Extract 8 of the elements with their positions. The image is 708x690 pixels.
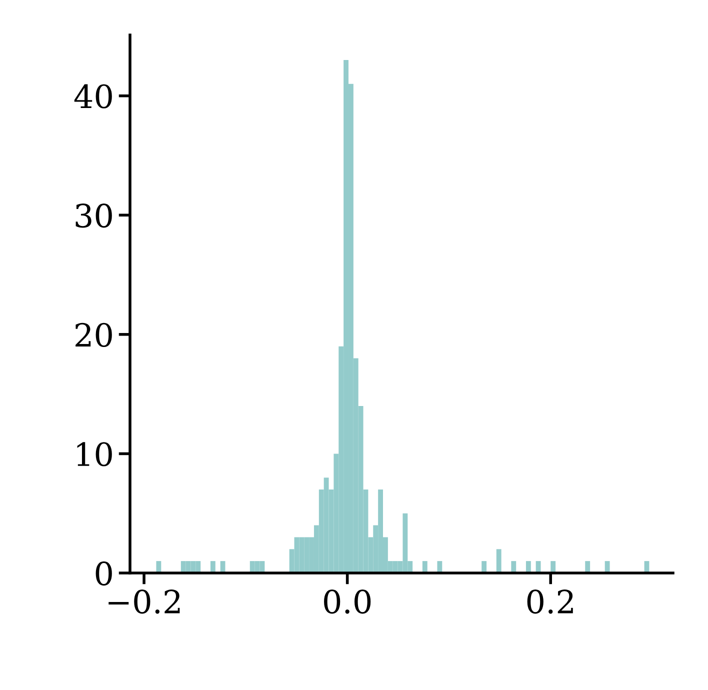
y-tick-label: 20 [76,322,112,348]
y-tick-label: 0 [96,561,112,586]
y-tick-label: 40 [74,84,112,108]
y-tick-label: 30 [76,204,112,228]
x-tick-label: −0.2 [108,590,180,614]
y-tick-label: 10 [77,442,112,466]
x-tick-label: 0.0 [324,590,371,614]
x-tick-label: 0.2 [527,590,573,614]
